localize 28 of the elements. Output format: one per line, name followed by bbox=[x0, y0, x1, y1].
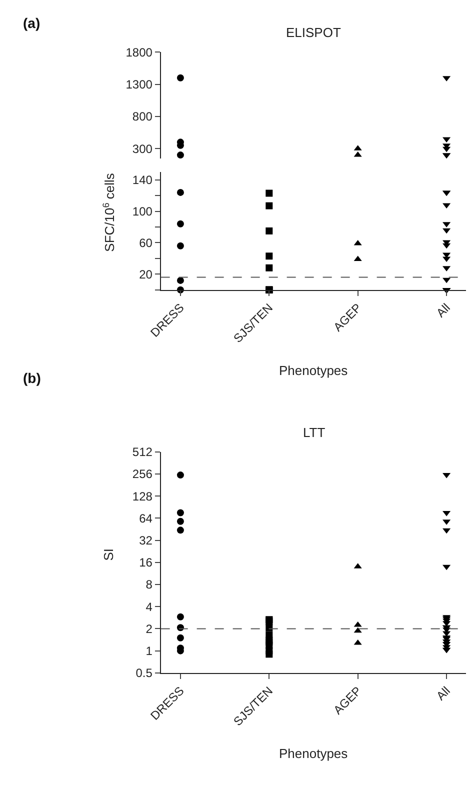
y-tick-label: 128 bbox=[132, 489, 153, 504]
y-tick-label: 1800 bbox=[126, 45, 153, 60]
y-tick-label: 140 bbox=[132, 173, 153, 188]
y-tick-label: 60 bbox=[139, 236, 153, 250]
x-tick-label: All bbox=[434, 684, 453, 704]
y-tick-label: 512 bbox=[132, 445, 153, 460]
y-tick-label: 0.5 bbox=[136, 666, 153, 680]
y-tick-label: 1 bbox=[146, 644, 153, 658]
y-tick-label: 4 bbox=[146, 600, 153, 614]
x-tick-label: All bbox=[434, 300, 453, 320]
y-tick-label: 64 bbox=[139, 511, 153, 526]
y-tick-label: 300 bbox=[132, 142, 153, 156]
y-tick-label: 1300 bbox=[126, 78, 153, 92]
y-tick-label: 16 bbox=[139, 556, 153, 570]
y-tick-label: 8 bbox=[146, 578, 153, 592]
y-tick-label: 20 bbox=[139, 267, 153, 282]
y-tick-label: 2 bbox=[146, 622, 153, 636]
text: (a) bbox=[23, 15, 40, 31]
y-tick-label: 32 bbox=[139, 534, 153, 548]
y-tick-label: 256 bbox=[132, 467, 153, 482]
x-axis-title: Phenotypes bbox=[279, 363, 348, 378]
y-tick-label: 100 bbox=[132, 204, 153, 218]
x-axis-title: Phenotypes bbox=[279, 746, 348, 761]
y-axis-title: SI bbox=[100, 548, 116, 561]
text: (b) bbox=[23, 370, 41, 386]
y-tick-label: 800 bbox=[132, 110, 153, 124]
chart-title: ELISPOT bbox=[286, 25, 341, 40]
chart-title: LTT bbox=[303, 425, 326, 440]
